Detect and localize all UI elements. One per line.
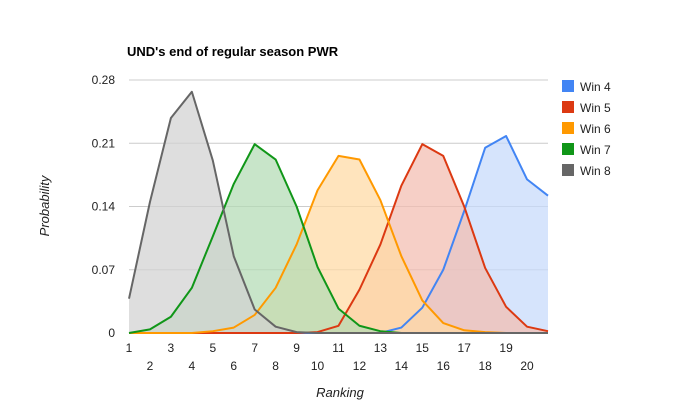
y-tick-label: 0.07 bbox=[92, 263, 116, 277]
x-tick-label: 10 bbox=[311, 359, 325, 373]
chart-title: UND's end of regular season PWR bbox=[127, 44, 339, 59]
area-win-5 bbox=[129, 144, 548, 333]
legend-label-win-5: Win 5 bbox=[580, 101, 611, 115]
x-tick-label: 13 bbox=[374, 341, 388, 355]
legend-swatch-win-4 bbox=[562, 80, 574, 92]
series-areas bbox=[129, 91, 548, 333]
x-tick-label: 4 bbox=[189, 359, 196, 373]
y-tick-label: 0.28 bbox=[92, 73, 116, 87]
x-tick-label: 14 bbox=[395, 359, 409, 373]
y-tick-label: 0 bbox=[108, 326, 115, 340]
x-tick-label: 18 bbox=[478, 359, 492, 373]
legend-swatch-win-5 bbox=[562, 101, 574, 113]
x-tick-label: 6 bbox=[230, 359, 237, 373]
axes: 00.070.140.210.281 3 5 7 9 11 13 15 17 192 4 6 8 10 12… bbox=[92, 73, 534, 373]
legend-swatch-win-7 bbox=[562, 143, 574, 155]
area-win-8 bbox=[129, 91, 548, 333]
x-tick-label: 9 bbox=[293, 341, 300, 355]
x-tick-label: 15 bbox=[416, 341, 430, 355]
x-tick-label: 1 bbox=[126, 341, 133, 355]
y-tick-label: 0.21 bbox=[92, 136, 116, 150]
legend-label-win-6: Win 6 bbox=[580, 122, 611, 136]
x-tick-label: 20 bbox=[520, 359, 534, 373]
x-axis-title: Ranking bbox=[316, 385, 364, 400]
legend-swatch-win-8 bbox=[562, 164, 574, 176]
x-tick-label: 2 bbox=[147, 359, 154, 373]
line-win-8 bbox=[128, 90, 548, 334]
x-tick-label: 12 bbox=[353, 359, 367, 373]
x-tick-label: 3 bbox=[168, 341, 175, 355]
x-tick-label: 8 bbox=[272, 359, 279, 373]
x-tick-label: 5 bbox=[209, 341, 216, 355]
legend: Win 4 Win 5 Win 6 Win 7 Win 8 bbox=[562, 80, 611, 178]
y-tick-label: 0.14 bbox=[92, 200, 116, 214]
area-win-6 bbox=[129, 155, 548, 333]
series-lines bbox=[128, 90, 549, 334]
y-axis-title: Probability bbox=[37, 174, 52, 236]
x-tick-label: 19 bbox=[499, 341, 513, 355]
x-tick-label: 16 bbox=[437, 359, 451, 373]
x-tick-label: 17 bbox=[458, 341, 472, 355]
legend-label-win-4: Win 4 bbox=[580, 80, 611, 94]
legend-label-win-7: Win 7 bbox=[580, 143, 611, 157]
x-tick-label: 11 bbox=[332, 341, 345, 355]
x-tick-label: 7 bbox=[251, 341, 258, 355]
legend-label-win-8: Win 8 bbox=[580, 164, 611, 178]
legend-swatch-win-6 bbox=[562, 122, 574, 134]
line-win-6 bbox=[129, 154, 548, 334]
